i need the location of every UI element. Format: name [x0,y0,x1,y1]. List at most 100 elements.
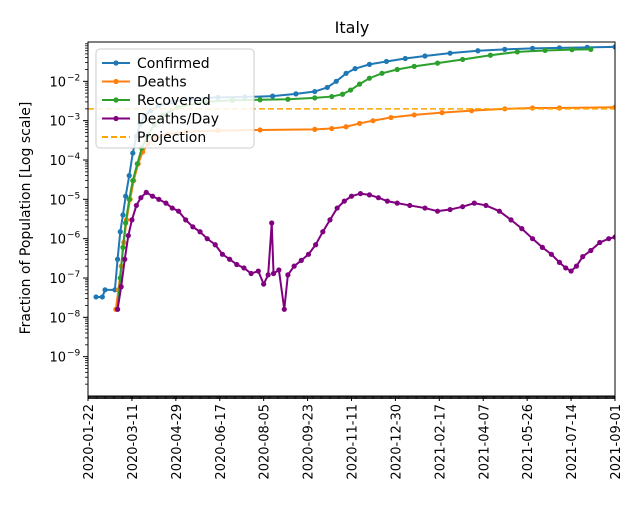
data-point-deaths-day [341,198,347,204]
legend-item-recovered: Recovered [102,93,211,109]
data-point-deaths-day [320,229,326,235]
data-point-deaths-day [269,220,275,226]
legend-item-deaths-day: Deaths/Day [102,112,219,128]
data-point-recovered [569,47,575,53]
data-point-deaths-day [483,202,489,209]
data-point-deaths-day [129,217,135,223]
data-point-confirmed [112,287,118,293]
data-point-deaths-day [334,205,340,211]
legend-label: Deaths/Day [137,112,219,128]
data-point-recovered [329,93,335,100]
data-point-deaths [388,114,394,121]
data-point-deaths-day [568,268,574,274]
data-point-confirmed [293,91,299,97]
data-point-deaths-day [241,265,247,271]
data-point-deaths [370,118,376,124]
data-point-deaths-day [248,270,254,277]
series-deaths-day [114,189,615,312]
data-point-recovered [130,177,136,184]
data-point-recovered [487,52,494,58]
data-point-recovered [379,70,385,76]
series-line-recovered [116,48,591,310]
data-point-deaths-day [234,261,240,268]
data-point-confirmed [333,78,339,84]
data-point-deaths-day [407,202,413,209]
data-point-recovered [514,49,520,55]
x-tick-label: 2021-09-01 [609,404,624,480]
data-point-confirmed [114,256,121,262]
y-tick-label: 10 [49,351,66,366]
data-point-deaths-day [588,247,594,254]
data-point-deaths [312,126,318,132]
legend-label: Deaths [137,75,187,91]
data-point-deaths-day [190,224,196,230]
data-point-deaths-day [118,284,124,290]
data-point-confirmed [502,46,508,52]
data-point-confirmed [366,61,373,67]
data-point-confirmed [343,70,349,76]
data-point-deaths-day [212,242,218,248]
data-point-deaths-day [573,263,580,269]
legend-marker [113,78,119,85]
data-point-confirmed [352,66,358,72]
data-point-deaths-day [255,268,261,274]
data-point-confirmed [102,287,108,293]
data-point-deaths-day [125,232,131,239]
data-point-deaths-day [471,200,477,206]
data-point-deaths-day [556,259,563,265]
data-point-deaths-day [447,206,453,213]
data-point-deaths-day [197,229,203,235]
data-point-confirmed [270,93,276,99]
data-point-deaths-day [204,236,210,242]
x-tick-label: 2020-04-29 [170,404,185,480]
y-tick-label: 10 [49,193,66,208]
data-point-deaths-day [496,208,502,214]
data-point-deaths-day [261,281,267,287]
legend-marker [113,97,119,103]
y-axis-label: Fraction of Population [Log scale] [18,102,34,335]
y-tick-label: 10 [49,272,66,287]
data-point-recovered [134,161,140,167]
legend-marker [113,115,119,122]
y-tick-exponent: −2 [67,73,80,83]
data-point-confirmed [93,294,99,300]
data-point-confirmed [422,53,428,59]
data-point-deaths-day [539,244,546,250]
y-tick-label: 10 [49,154,66,169]
y-tick-label: 10 [49,311,66,326]
data-point-deaths-day [291,263,297,269]
data-point-deaths-day [183,217,189,223]
data-point-recovered [434,60,441,66]
data-point-recovered [312,95,318,101]
data-point-recovered [348,87,354,93]
data-point-deaths-day [327,217,333,223]
data-point-confirmed [447,50,453,56]
data-point-recovered [460,56,466,63]
data-point-deaths [257,127,263,133]
legend-marker [113,60,119,66]
data-point-deaths-day [156,196,162,202]
data-point-deaths [343,124,349,130]
data-point-confirmed [612,44,615,50]
data-point-deaths-day [175,208,182,214]
data-point-recovered [411,63,417,69]
x-tick-label: 2020-03-11 [126,404,141,480]
x-tick-label: 2020-11-11 [346,404,361,480]
data-point-deaths-day [422,205,428,211]
data-point-deaths-day [149,193,156,199]
data-point-recovered [339,91,346,97]
data-point-deaths-day [281,306,287,312]
data-point-recovered [588,46,594,52]
data-point-deaths-day [366,192,373,198]
data-point-deaths-day [384,198,390,204]
data-point-deaths [556,105,563,111]
legend: Confirmed Deaths Recovered Deaths/Day Projec… [95,48,255,149]
x-tick-label: 2020-08-05 [258,404,273,480]
legend-item-projection: Projection [102,130,206,146]
data-point-recovered [123,220,129,226]
data-point-confirmed [126,173,132,179]
legend-label: Confirmed [137,56,210,72]
data-point-deaths-day [114,306,121,312]
data-point-confirmed [475,48,481,54]
